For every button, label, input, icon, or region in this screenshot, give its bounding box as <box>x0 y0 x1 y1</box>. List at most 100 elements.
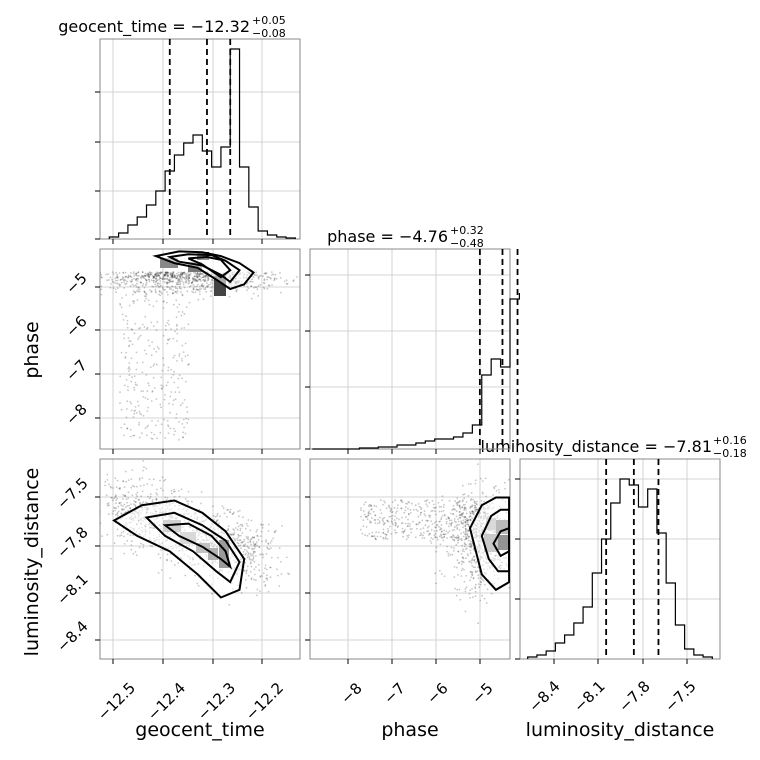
geocent-vs-phase-point <box>171 273 174 276</box>
phase-vs-lumdist-point <box>435 513 437 516</box>
phase-vs-lumdist-point <box>459 517 462 519</box>
geocent-time-marginal-bar <box>193 135 202 239</box>
phase-vs-lumdist-point <box>466 519 469 522</box>
geocent-vs-phase-point <box>188 281 191 284</box>
geocent-vs-phase-point <box>203 280 206 283</box>
geocent-vs-phase-point <box>137 290 140 293</box>
geocent-vs-lumdist-contour-0 <box>112 499 246 599</box>
geocent-vs-lumdist-point <box>120 531 123 534</box>
geocent-vs-phase-point <box>192 287 195 290</box>
geocent-vs-lumdist-point <box>239 527 242 530</box>
phase-vs-lumdist-point <box>425 500 428 502</box>
phase-vs-lumdist-point <box>458 504 460 507</box>
phase-vs-lumdist-point <box>443 533 446 536</box>
geocent-vs-phase-point <box>172 403 174 406</box>
geocent-vs-phase-point <box>130 328 133 330</box>
geocent-vs-phase-point <box>94 273 96 275</box>
phase-vs-lumdist-point <box>468 592 471 595</box>
geocent-vs-lumdist-point <box>143 466 145 468</box>
phase-vs-lumdist-point <box>439 520 441 523</box>
phase-vs-lumdist-point <box>462 511 465 514</box>
geocent-vs-lumdist-point <box>230 533 232 536</box>
geocent-vs-phase-point <box>159 277 161 279</box>
geocent-vs-lumdist-point <box>133 500 136 502</box>
geocent-vs-lumdist-point <box>252 543 255 545</box>
geocent-vs-lumdist-point <box>246 556 249 559</box>
geocent-vs-phase-point <box>177 283 180 286</box>
phase-vs-lumdist-point <box>468 511 471 513</box>
phase-vs-lumdist-point <box>371 531 374 534</box>
geocent-vs-lumdist-point <box>233 529 236 532</box>
geocent-vs-phase-point <box>182 271 184 274</box>
geocent-vs-lumdist-point <box>213 519 216 521</box>
phase-vs-lumdist-point <box>455 515 458 518</box>
geocent-vs-phase-point <box>255 271 257 274</box>
geocent-vs-phase-point <box>171 280 173 283</box>
phase-vs-lumdist-point <box>426 505 429 508</box>
geocent-vs-phase-point <box>146 279 148 282</box>
phase-vs-lumdist-point <box>390 520 393 523</box>
geocent-vs-lumdist-point <box>239 539 242 541</box>
geocent-vs-phase-point <box>126 280 129 283</box>
geocent-time-marginal-bar <box>156 191 165 239</box>
geocent-vs-phase-point <box>140 413 143 416</box>
geocent-vs-lumdist-point <box>115 502 117 505</box>
geocent-vs-lumdist-point <box>130 486 133 489</box>
phase-vs-lumdist-point <box>360 507 362 509</box>
phase-vs-lumdist-point <box>447 552 450 555</box>
geocent-vs-lumdist-point <box>250 543 253 546</box>
geocent-vs-lumdist-point <box>239 523 242 526</box>
geocent-vs-lumdist-point <box>108 483 110 486</box>
phase-vs-lumdist-point <box>479 580 482 583</box>
phase-vs-lumdist-point <box>516 507 518 509</box>
geocent-vs-phase-point <box>169 273 172 275</box>
geocent-vs-phase-point <box>265 272 268 274</box>
geocent-vs-lumdist-point <box>265 553 268 555</box>
geocent-vs-phase-point <box>171 292 174 295</box>
phase-vs-lumdist-point <box>460 522 463 525</box>
geocent-vs-phase-point <box>257 276 260 278</box>
phase-vs-lumdist-point <box>379 509 382 511</box>
phase-vs-lumdist-point <box>461 567 464 570</box>
geocent-vs-phase-point <box>132 284 135 287</box>
geocent-vs-lumdist-point <box>138 546 141 549</box>
geocent-vs-phase-point <box>160 406 163 409</box>
geocent-vs-phase-point <box>166 271 169 274</box>
geocent-vs-lumdist-point <box>233 531 236 534</box>
phase-vs-lumdist-point <box>451 509 453 511</box>
geocent-vs-lumdist-point <box>106 503 109 505</box>
geocent-vs-phase-point <box>155 329 158 332</box>
geocent-vs-phase-point <box>182 431 185 434</box>
geocent-vs-phase-point <box>156 274 159 277</box>
geocent-vs-phase-point <box>168 288 171 290</box>
phase-vs-lumdist-point <box>443 529 446 532</box>
phase-vs-lumdist-point <box>384 501 386 504</box>
geocent-vs-lumdist-point <box>240 592 243 594</box>
geocent-vs-lumdist-point <box>245 586 248 589</box>
phase-vs-lumdist-point <box>364 534 366 537</box>
geocent-time-marginal-bar <box>221 147 230 239</box>
geocent-vs-lumdist-point <box>242 545 245 548</box>
x-tick-labels-lumdist: −8.4 −8.1 −7.8 −7.5 <box>525 677 699 715</box>
phase-vs-lumdist-point <box>382 536 385 539</box>
geocent-vs-phase-point <box>198 278 201 281</box>
geocent-vs-lumdist-point <box>97 504 99 506</box>
geocent-vs-lumdist-point <box>255 566 257 568</box>
geocent-vs-phase-point <box>123 333 125 336</box>
geocent-vs-lumdist-point <box>126 539 129 542</box>
phase-vs-lumdist-point <box>494 485 497 488</box>
geocent-vs-phase-point <box>186 411 189 413</box>
phase-vs-lumdist-point <box>400 500 403 503</box>
phase-vs-lumdist-point <box>498 491 501 494</box>
geocent-vs-phase-point <box>150 400 153 402</box>
geocent-vs-phase-point <box>135 273 138 275</box>
geocent-vs-phase-point <box>166 271 169 274</box>
geocent-vs-phase-point <box>173 275 176 278</box>
geocent-vs-phase-point <box>156 321 159 323</box>
geocent-vs-phase-point <box>186 290 189 293</box>
geocent-vs-phase-point <box>162 300 165 303</box>
geocent-vs-phase-point <box>262 281 265 284</box>
geocent-vs-lumdist-point <box>278 547 281 549</box>
phase-vs-lumdist-point <box>440 528 443 531</box>
geocent-vs-phase-point <box>139 327 142 329</box>
